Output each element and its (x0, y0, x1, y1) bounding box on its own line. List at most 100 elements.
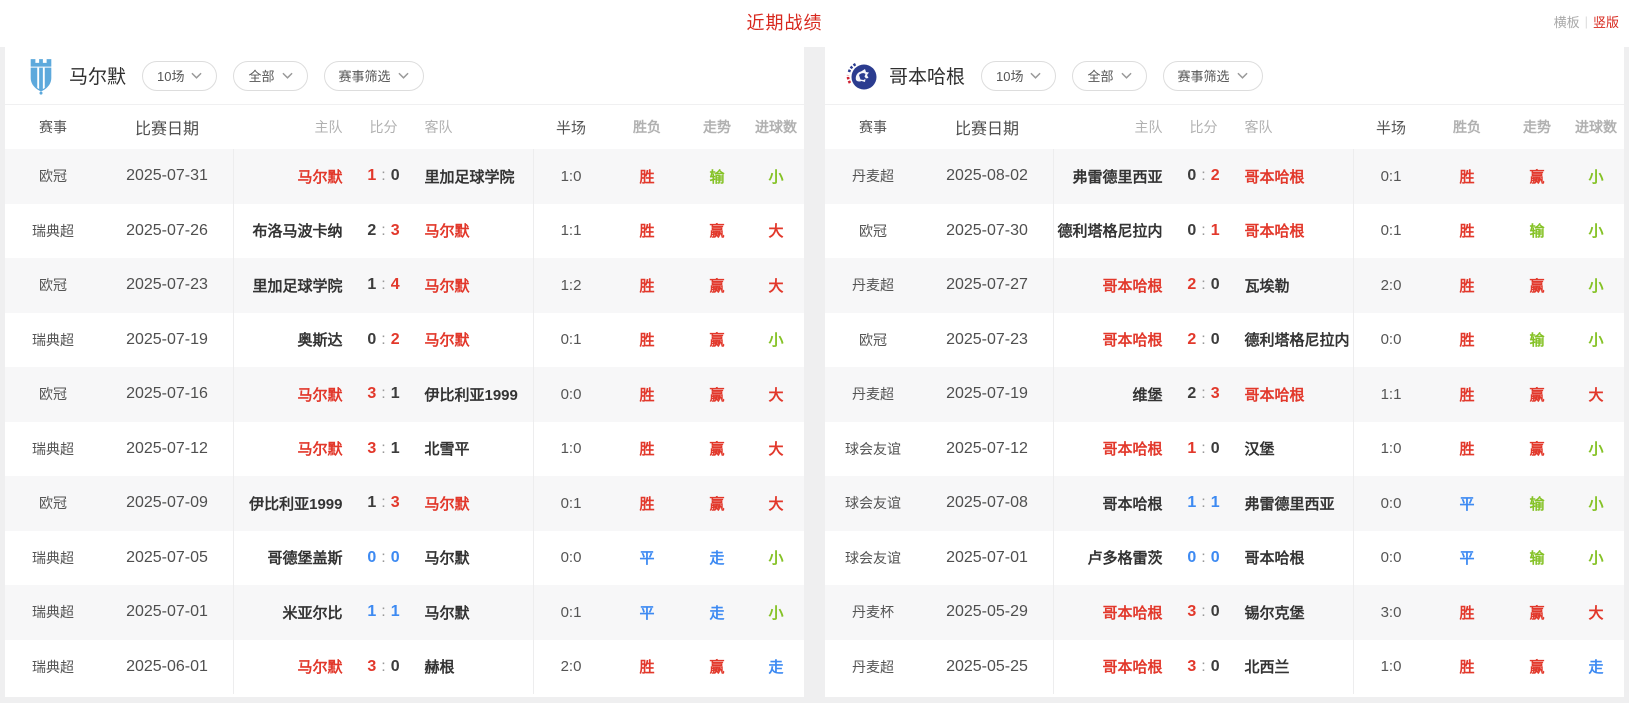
league-cell: 丹麦超 (852, 277, 894, 294)
result-badge: 胜 (639, 277, 655, 295)
halftime-cell: 0:1 (560, 603, 582, 621)
away-team: 赫根 (424, 659, 455, 677)
chevron-down-icon (1120, 72, 1132, 79)
date-cell: 2025-07-01 (946, 548, 1028, 566)
goals-badge: 小 (1588, 495, 1604, 513)
match-cell: 奥斯达 0 : 2 马尔默 (233, 312, 534, 367)
trend-badge: 赢 (1529, 277, 1545, 295)
match-row: 丹麦杯 2025-05-29 哥本哈根 3 : 0 锡尔克堡 3:0 胜 赢 大 (825, 585, 1624, 640)
away-team: 哥本哈根 (1244, 223, 1305, 241)
scope-label: 全部 (1087, 69, 1114, 84)
away-score: 1 (1210, 494, 1220, 512)
home-score: 0 (1187, 167, 1197, 185)
scope-dropdown[interactable]: 全部 (233, 60, 308, 91)
score: 0 : 0 (1175, 549, 1233, 567)
away-team: 哥本哈根 (1244, 386, 1305, 404)
date-cell: 2025-07-23 (946, 330, 1028, 348)
copenhagen-crest-icon (846, 62, 877, 89)
halftime-cell: 3:0 (1380, 603, 1402, 621)
match-rows: 欧冠 2025-07-31 马尔默 1 : 0 里加足球学院 1:0 胜 输 小… (5, 149, 804, 694)
date-cell: 2025-07-08 (946, 494, 1028, 512)
score: 0 : 2 (355, 331, 413, 349)
score: 1 : 0 (1175, 440, 1233, 458)
match-cell: 马尔默 3 : 1 北雪平 (233, 421, 534, 476)
away-score: 1 (1210, 221, 1220, 239)
goals-badge: 大 (768, 495, 784, 513)
match-count-dropdown[interactable]: 10场 (142, 60, 218, 91)
result-badge: 胜 (639, 495, 655, 513)
page-title: 近期战绩 (746, 13, 823, 33)
away-team: 哥本哈根 (1244, 550, 1305, 568)
score-separator: : (1201, 603, 1206, 621)
layout-horizontal-link[interactable]: 横板 (1553, 15, 1580, 30)
trend-badge: 赢 (1529, 441, 1545, 459)
match-row: 丹麦超 2025-07-27 哥本哈根 2 : 0 瓦埃勒 2:0 胜 赢 小 (825, 258, 1624, 313)
score: 2 : 3 (355, 222, 413, 240)
score: 0 : 1 (1175, 222, 1233, 240)
score-separator: : (1201, 221, 1206, 239)
col-goals: 进球数 (1575, 119, 1617, 135)
score-separator: : (381, 276, 386, 294)
away-score: 0 (390, 167, 400, 185)
match-row: 瑞典超 2025-07-05 哥德堡盖斯 0 : 0 马尔默 0:0 平 走 小 (5, 530, 804, 585)
date-cell: 2025-07-12 (126, 439, 208, 457)
date-cell: 2025-07-19 (946, 385, 1028, 403)
date-cell: 2025-07-01 (126, 603, 208, 621)
score-separator: : (1201, 276, 1206, 294)
col-date: 比赛日期 (134, 121, 199, 138)
home-team: 弗雷德里西亚 (1072, 168, 1163, 186)
away-team: 汉堡 (1244, 441, 1275, 459)
away-team: 马尔默 (424, 332, 470, 350)
league-cell: 瑞典超 (32, 331, 74, 348)
match-cell: 哥德堡盖斯 0 : 0 马尔默 (233, 530, 534, 585)
goals-badge: 小 (1588, 223, 1604, 241)
trend-badge: 赢 (709, 332, 725, 350)
column-header-row: 赛事 比赛日期 主队 比分 客队 半场 胜负 走势 进球数 (825, 105, 1624, 149)
trend-badge: 赢 (1529, 168, 1545, 186)
col-halftime: 半场 (555, 119, 586, 137)
away-score: 0 (1210, 603, 1220, 621)
match-count-dropdown[interactable]: 10场 (981, 60, 1057, 91)
match-row: 欧冠 2025-07-23 哥本哈根 2 : 0 德利塔格尼拉内 0:0 胜 输… (825, 312, 1624, 367)
date-cell: 2025-07-12 (946, 439, 1028, 457)
date-cell: 2025-07-16 (126, 385, 208, 403)
match-row: 球会友谊 2025-07-12 哥本哈根 1 : 0 汉堡 1:0 胜 赢 小 (825, 421, 1624, 476)
chevron-down-icon (1030, 72, 1042, 79)
away-team: 马尔默 (424, 277, 470, 295)
home-team: 伊比利亚1999 (249, 495, 343, 513)
col-trend: 走势 (1523, 119, 1551, 135)
home-team: 马尔默 (297, 168, 343, 186)
scope-dropdown[interactable]: 全部 (1072, 60, 1147, 91)
copenhagen-crest (843, 56, 879, 96)
result-badge: 平 (639, 550, 655, 568)
score-separator: : (381, 603, 386, 621)
away-score: 0 (390, 548, 400, 566)
col-score: 比分 (1189, 119, 1218, 135)
score-separator: : (381, 167, 386, 185)
league-cell: 瑞典超 (32, 658, 74, 675)
match-cell: 哥本哈根 3 : 0 锡尔克堡 (1053, 585, 1354, 640)
event-filter-dropdown[interactable]: 赛事筛选 (323, 60, 424, 91)
trend-badge: 赢 (1529, 604, 1545, 622)
event-filter-dropdown[interactable]: 赛事筛选 (1162, 60, 1263, 91)
halftime-cell: 0:0 (560, 549, 582, 567)
score-separator: : (381, 657, 386, 675)
away-score: 1 (390, 385, 400, 403)
result-badge: 胜 (1459, 659, 1475, 677)
away-score: 3 (390, 221, 400, 239)
goals-badge: 大 (768, 277, 784, 295)
toggle-separator: | (1584, 14, 1588, 29)
trend-badge: 输 (1529, 332, 1545, 350)
result-badge: 胜 (639, 441, 655, 459)
score: 1 : 0 (355, 167, 413, 185)
layout-vertical-link[interactable]: 竖版 (1592, 15, 1619, 30)
match-row: 欧冠 2025-07-30 德利塔格尼拉内 0 : 1 哥本哈根 0:1 胜 输… (825, 203, 1624, 258)
league-cell: 球会友谊 (845, 440, 901, 457)
col-date: 比赛日期 (954, 121, 1019, 138)
score-separator: : (1201, 167, 1206, 185)
halftime-cell: 0:0 (1380, 331, 1402, 349)
goals-badge: 小 (1588, 277, 1604, 295)
halftime-cell: 1:0 (1380, 440, 1402, 458)
away-team: 伊比利亚1999 (424, 386, 518, 404)
score: 1 : 3 (355, 494, 413, 512)
